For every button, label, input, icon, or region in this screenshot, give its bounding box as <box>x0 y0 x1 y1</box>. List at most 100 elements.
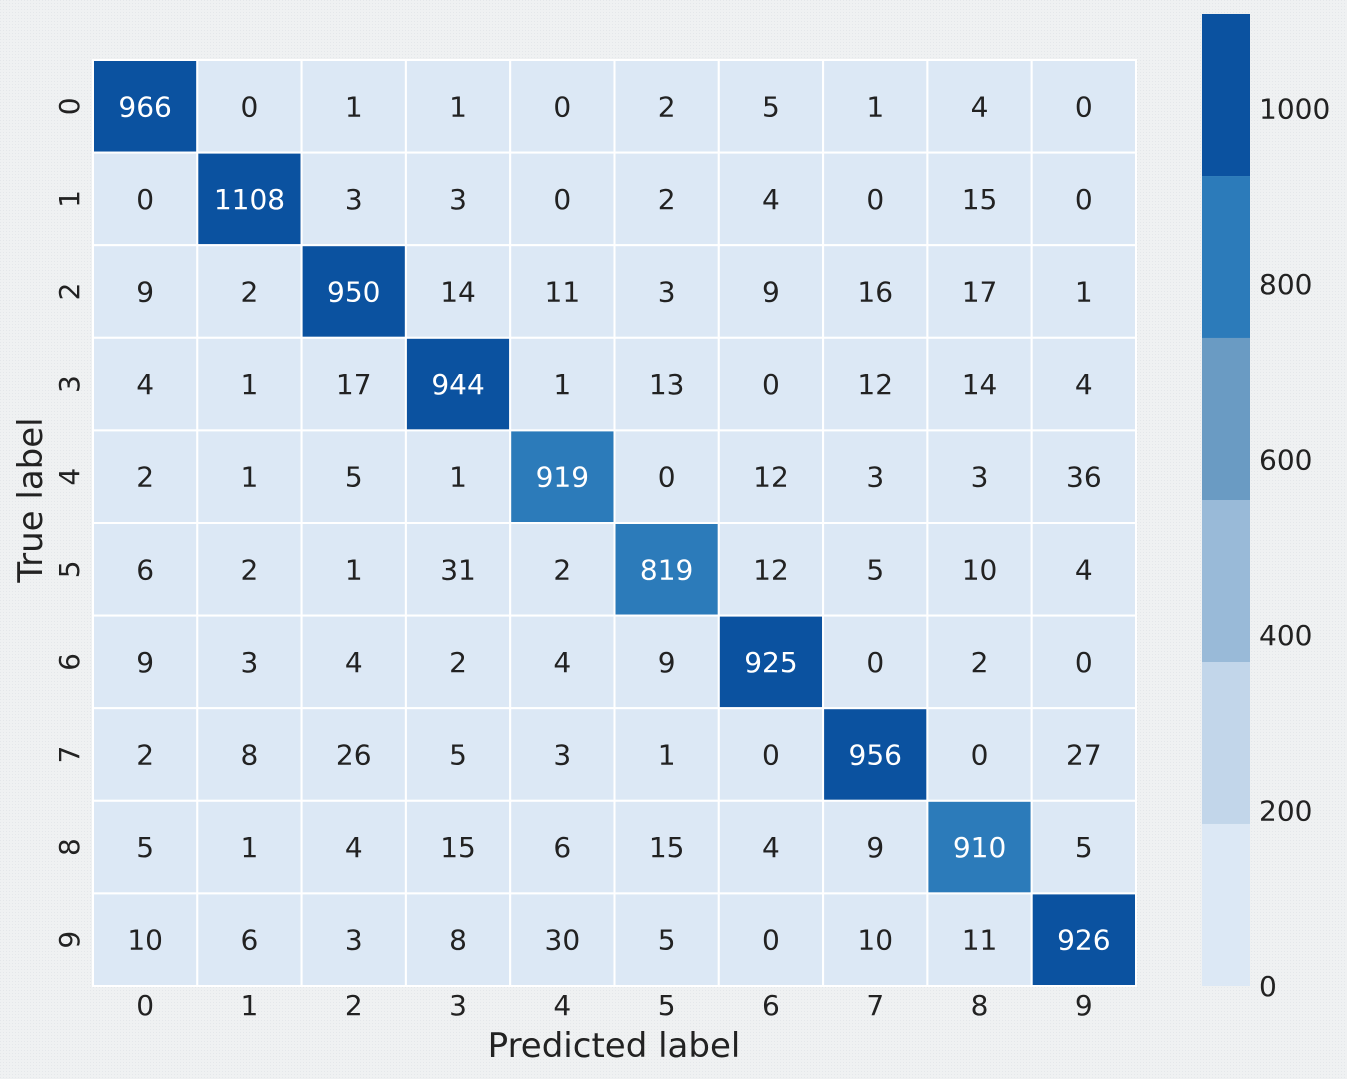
cell-value-label: 1 <box>241 461 259 494</box>
heatmap-cell <box>1030 707 1137 802</box>
colorbar-tick-label: 800 <box>1259 268 1312 301</box>
heatmap-cell <box>196 59 303 154</box>
cell-value-label: 2 <box>553 553 571 586</box>
cell-value-label: 27 <box>1066 739 1102 772</box>
heatmap-cell <box>717 151 825 247</box>
heatmap-cell <box>613 892 720 988</box>
cell-value-label: 0 <box>762 368 780 401</box>
heatmap-cell <box>92 892 199 988</box>
heatmap-cell <box>1030 614 1137 710</box>
cell-value-label: 14 <box>962 368 998 401</box>
cell-value-label: 5 <box>866 553 884 586</box>
cell-value-label: 2 <box>241 276 259 309</box>
cell-value-label: 4 <box>1075 553 1093 586</box>
heatmap-cell <box>822 336 929 432</box>
x-tick-label: 9 <box>1075 989 1093 1022</box>
cell-value-label: 16 <box>857 276 893 309</box>
heatmap-cell <box>926 892 1033 988</box>
x-tick-label: 7 <box>866 989 884 1022</box>
cell-value-label: 13 <box>649 368 685 401</box>
heatmap-cell-labels: 966 0 1 1 0 2 5 1 4 00 1108 3 3 0 2 4 0 15 09 2 950 14 11 3 9 16 1… <box>118 90 1110 956</box>
colorbar-segment <box>1202 500 1250 663</box>
cell-value-label: 1 <box>449 461 467 494</box>
colorbar-segment <box>1202 662 1250 824</box>
cell-value-label: 0 <box>1075 90 1093 123</box>
x-tick-label: 2 <box>345 989 363 1022</box>
cell-value-label: 0 <box>658 461 676 494</box>
heatmap-cell <box>92 799 199 895</box>
cell-value-label: 925 <box>744 646 797 679</box>
cell-value-label: 2 <box>241 553 259 586</box>
heatmap-cell <box>300 429 407 524</box>
cell-value-label: 944 <box>431 368 484 401</box>
heatmap-cell <box>926 429 1033 524</box>
x-tick-label: 8 <box>971 989 989 1022</box>
heatmap-cell <box>92 244 199 339</box>
cell-value-label: 10 <box>962 553 998 586</box>
colorbar-segment <box>1202 14 1250 177</box>
heatmap-cell <box>300 151 407 247</box>
heatmap-cell <box>717 799 825 895</box>
cell-value-label: 12 <box>753 461 789 494</box>
cell-value-label: 3 <box>241 646 259 679</box>
cell-value-label: 6 <box>136 553 154 586</box>
cell-value-label: 1 <box>241 368 259 401</box>
cell-value-label: 9 <box>762 276 780 309</box>
colorbar-segment <box>1202 337 1250 500</box>
cell-value-label: 4 <box>1075 368 1093 401</box>
heatmap-cell <box>613 799 720 895</box>
cell-value-label: 3 <box>866 461 884 494</box>
cell-value-label: 4 <box>762 831 780 864</box>
colorbar-tick-label: 600 <box>1259 444 1312 477</box>
cell-value-label: 14 <box>440 276 476 309</box>
heatmap-cell <box>509 429 616 524</box>
x-axis-title: Predicted label <box>488 1026 741 1066</box>
heatmap-cell <box>300 59 407 154</box>
cell-value-label: 17 <box>336 368 372 401</box>
heatmap-cell <box>196 707 303 802</box>
heatmap-cell <box>509 522 616 617</box>
cell-value-label: 1 <box>449 90 467 123</box>
cell-value-label: 5 <box>136 831 154 864</box>
heatmap-cell <box>613 244 720 339</box>
cell-value-label: 0 <box>1075 183 1093 216</box>
y-tick-label: 7 <box>53 746 86 764</box>
cell-value-label: 1 <box>345 90 363 123</box>
cell-value-label: 11 <box>545 276 581 309</box>
colorbar <box>1202 14 1250 986</box>
cell-value-label: 2 <box>971 646 989 679</box>
cell-value-label: 1 <box>241 831 259 864</box>
cell-value-label: 5 <box>449 739 467 772</box>
cell-value-label: 4 <box>762 183 780 216</box>
cell-value-label: 8 <box>449 924 467 957</box>
heatmap-cell <box>404 892 512 988</box>
heatmap-cell <box>404 244 512 339</box>
cell-value-label: 6 <box>553 831 571 864</box>
cell-value-label: 5 <box>1075 831 1093 864</box>
heatmap-cell <box>926 707 1033 802</box>
heatmap-cell <box>926 522 1033 617</box>
cell-value-label: 1 <box>553 368 571 401</box>
heatmap-cell <box>926 151 1033 247</box>
heatmap-cell <box>509 799 616 895</box>
heatmap-cell <box>509 151 616 247</box>
cell-value-label: 4 <box>345 646 363 679</box>
cell-value-label: 1 <box>658 739 676 772</box>
cell-value-label: 0 <box>762 739 780 772</box>
x-tick-label: 6 <box>762 989 780 1022</box>
x-tick-label: 5 <box>658 989 676 1022</box>
heatmap-cell <box>926 799 1033 895</box>
heatmap-cell <box>822 892 929 988</box>
heatmap-cell <box>92 336 199 432</box>
cell-value-label: 2 <box>136 739 154 772</box>
cell-value-label: 910 <box>953 831 1006 864</box>
cell-value-label: 15 <box>962 183 998 216</box>
x-tick-label: 4 <box>553 989 571 1022</box>
heatmap-cell <box>300 892 407 988</box>
y-tick-label: 6 <box>53 653 86 671</box>
colorbar-segment <box>1202 176 1250 338</box>
heatmap-cell <box>926 59 1033 154</box>
heatmap-cell <box>1030 151 1137 247</box>
cell-value-label: 0 <box>866 183 884 216</box>
cell-value-label: 3 <box>971 461 989 494</box>
